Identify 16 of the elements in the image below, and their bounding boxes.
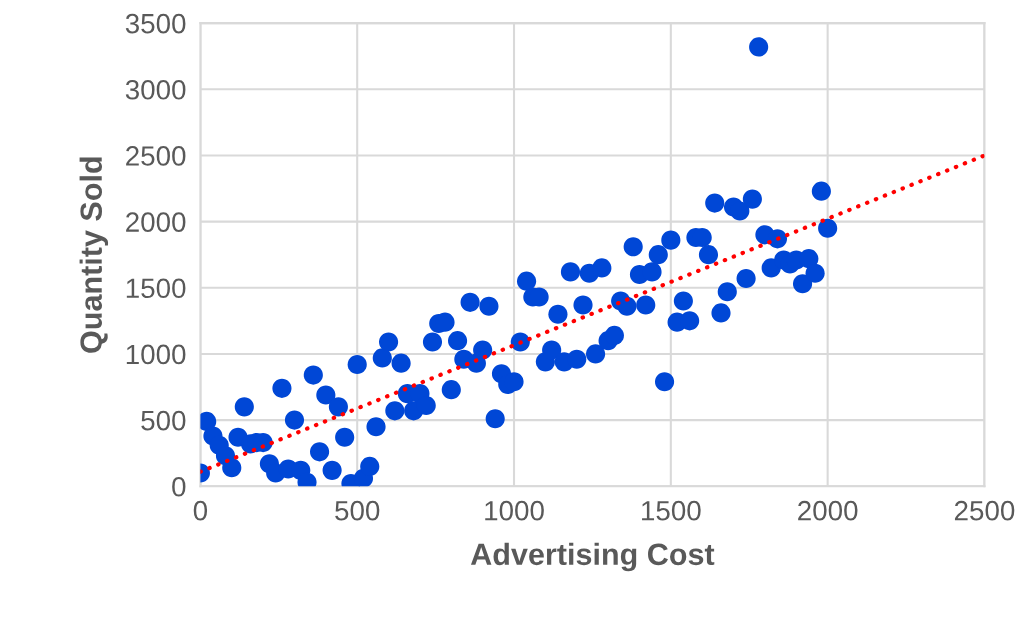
x-tick-label: 2500 <box>954 500 1015 521</box>
y-tick-label: 1000 <box>126 344 186 365</box>
y-tick-label: 2000 <box>126 212 186 232</box>
y-tick-label: 1500 <box>126 278 186 299</box>
x-tick-label: 2000 <box>798 500 858 521</box>
x-tick-label: 1000 <box>485 500 544 521</box>
y-tick-label: 500 <box>141 410 186 431</box>
x-tick-label: 1500 <box>642 500 701 521</box>
y-tick-label: 3500 <box>125 13 186 34</box>
y-axis-title: Quantity Sold <box>79 157 109 353</box>
x-tick-label: 500 <box>335 500 380 521</box>
x-axis-title: Advertising Cost <box>470 542 715 572</box>
y-tick-label: 0 <box>172 476 186 497</box>
y-tick-label: 2500 <box>126 146 186 166</box>
x-tick-label: 0 <box>193 500 208 521</box>
y-tick-label: 3000 <box>125 79 186 100</box>
